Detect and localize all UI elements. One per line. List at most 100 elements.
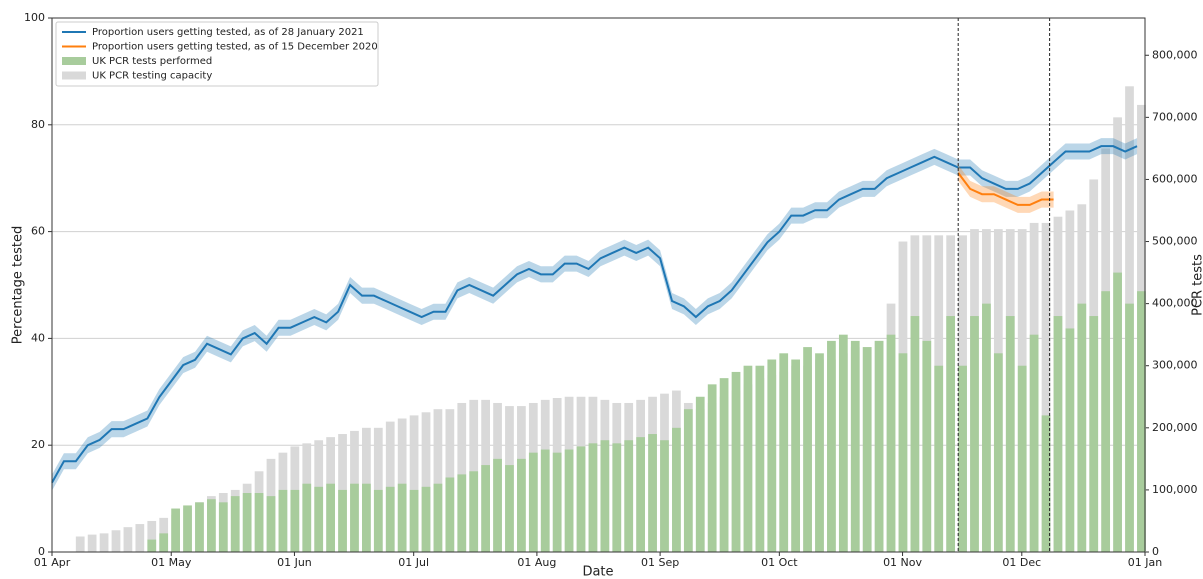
legend-label: UK PCR tests performed: [92, 56, 212, 67]
legend-label: UK PCR testing capacity: [92, 71, 212, 82]
bar: [1137, 291, 1146, 552]
bar: [99, 533, 109, 552]
bar: [457, 474, 467, 552]
line: [51, 145, 1138, 484]
bar: [385, 421, 395, 552]
bar: [505, 465, 514, 552]
bar: [672, 427, 681, 552]
bar: [910, 316, 920, 552]
bar: [1017, 365, 1027, 552]
bar: [385, 486, 395, 552]
bar: [397, 483, 407, 552]
bar: [803, 347, 812, 552]
bar: [993, 353, 1003, 552]
bar: [755, 365, 765, 552]
legend-box: [55, 21, 379, 87]
x-tick-label: 01 Aug: [517, 556, 556, 569]
bar: [707, 384, 717, 552]
bar: [493, 458, 502, 552]
y-tick-label: 20: [31, 438, 45, 451]
y2-tick-label: 0: [1152, 545, 1159, 558]
y2-tick-label: 700,000: [1152, 110, 1198, 123]
bar: [827, 340, 836, 552]
x-tick-label: 01 Nov: [883, 556, 922, 569]
bar: [540, 449, 550, 552]
bar: [373, 489, 383, 552]
y-axis-label: Percentage tested: [11, 226, 26, 344]
bar: [600, 440, 610, 552]
bar: [874, 340, 884, 552]
bar: [171, 508, 180, 552]
confidence-band: [958, 164, 1054, 213]
bar: [314, 486, 324, 552]
bar: [588, 443, 598, 552]
bar: [147, 520, 157, 552]
bar: [421, 486, 431, 552]
y-tick-label: 40: [31, 331, 45, 344]
bar: [421, 412, 431, 552]
bar: [743, 365, 753, 552]
bar: [612, 443, 622, 552]
bar: [338, 489, 347, 552]
y-tick-label: 0: [38, 545, 45, 558]
legend: Proportion users getting tested, as of 2…: [55, 21, 379, 87]
y-tick-label: 80: [31, 118, 45, 131]
bar: [350, 483, 359, 552]
bar: [1101, 291, 1111, 552]
bar: [1041, 415, 1051, 552]
y2-tick-label: 800,000: [1152, 48, 1198, 61]
bar: [1029, 334, 1039, 552]
bar: [1089, 316, 1099, 552]
bar: [886, 334, 896, 552]
bar: [290, 489, 300, 552]
bar: [552, 452, 562, 552]
x-tick-label: 01 Jun: [277, 556, 312, 569]
bar: [636, 437, 646, 552]
x-axis-label: Date: [582, 565, 613, 579]
x-tick-label: 01 Oct: [761, 556, 798, 569]
plot-frame: [51, 17, 1146, 553]
line: [957, 172, 1054, 206]
bar: [719, 378, 729, 552]
bar: [183, 505, 192, 552]
y2-axis-label: PCR tests: [1191, 254, 1203, 316]
bar: [302, 483, 312, 552]
bar: [1053, 316, 1063, 552]
bar: [850, 340, 860, 552]
bar: [564, 449, 574, 552]
bar: [242, 493, 252, 552]
legend-swatch: [62, 71, 86, 80]
bar: [326, 483, 335, 552]
bar: [862, 347, 872, 552]
bar: [576, 446, 586, 552]
bar: [409, 489, 419, 552]
y2-tick-label: 600,000: [1152, 172, 1198, 185]
bar: [1077, 303, 1087, 552]
bar: [648, 434, 657, 552]
legend-label: Proportion users getting tested, as of 1…: [92, 42, 378, 53]
bar: [362, 483, 371, 552]
bar: [683, 409, 693, 552]
bar: [982, 303, 991, 552]
bar: [159, 533, 169, 552]
bar: [779, 353, 789, 552]
x-tick-label: 01 Sep: [641, 556, 679, 569]
bar: [695, 396, 705, 552]
bar: [278, 489, 288, 552]
bar: [946, 316, 956, 552]
bar: [207, 499, 216, 552]
bar: [147, 539, 157, 552]
bar: [1041, 222, 1051, 552]
bar: [898, 353, 908, 552]
bar: [815, 353, 824, 552]
bar: [409, 415, 419, 552]
bar: [75, 536, 85, 552]
bar: [135, 524, 145, 552]
bar: [1113, 272, 1122, 552]
bar: [1065, 328, 1075, 552]
x-tick-label: 01 Apr: [34, 556, 71, 569]
bar: [87, 534, 97, 552]
y-tick-label: 100: [24, 11, 45, 24]
x-tick-label: 01 Jan: [1128, 556, 1162, 569]
y2-tick-label: 400,000: [1152, 297, 1198, 310]
